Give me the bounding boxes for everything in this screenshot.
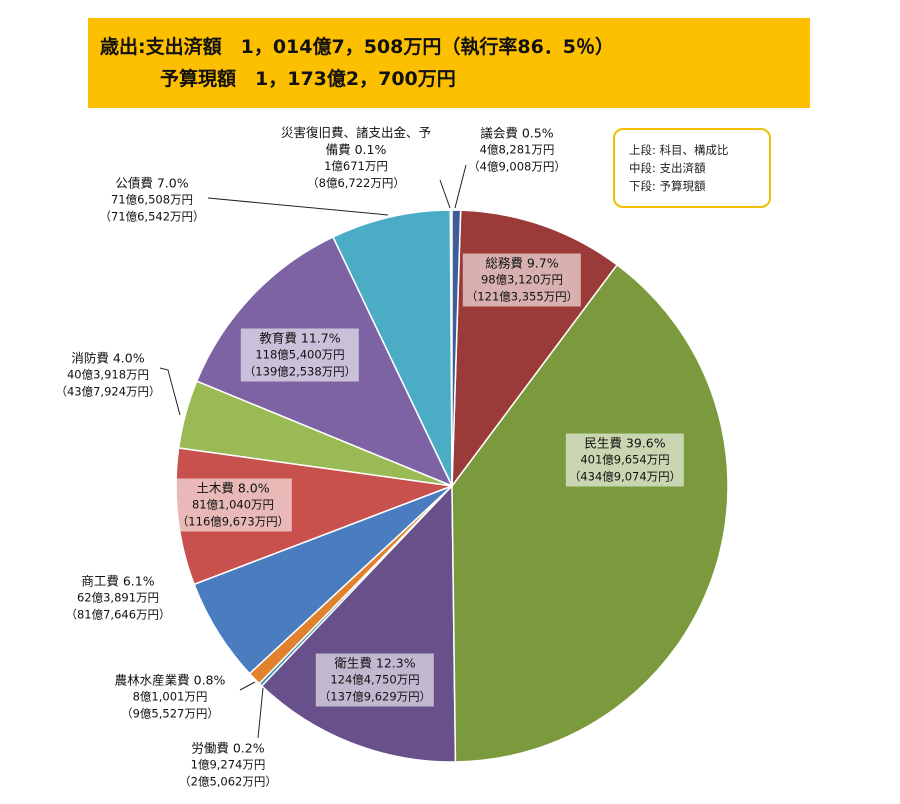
value-label: 7.0% xyxy=(156,175,189,191)
budget-label: （121億3,355万円） xyxy=(465,289,579,304)
value-label: 8.0% xyxy=(237,480,270,496)
data-label: 労働費 0.2% 1億9,274万円 （2億5,062万円） xyxy=(179,740,277,791)
data-label: 総務費 9.7% 98億3,120万円 （121億3,355万円） xyxy=(462,253,582,307)
data-label: 商工費 6.1% 62億3,891万円 （81億7,646万円） xyxy=(65,573,170,624)
label-head: 商工費 6.1% xyxy=(65,573,170,590)
amount-label: 98億3,120万円 xyxy=(480,272,564,287)
value-label: 0.8% xyxy=(193,672,226,688)
budget-label: （9億5,527万円） xyxy=(121,706,219,721)
category-name: 土木費 xyxy=(196,480,234,496)
amount-label: 1億9,274万円 xyxy=(190,757,266,772)
label-head: 衛生費 12.3% xyxy=(319,655,431,672)
pie-slice xyxy=(451,263,729,763)
budget-label: （2億5,062万円） xyxy=(179,774,277,789)
label-head: 災害復旧費、諸支出金、予備費 0.1% xyxy=(281,124,431,158)
category-name: 公債費 xyxy=(115,175,153,191)
category-name: 総務費 xyxy=(485,255,523,271)
data-label: 消防費 4.0% 40億3,918万円 （43億7,924万円） xyxy=(55,350,160,401)
category-name: 消防費 xyxy=(71,350,109,366)
value-label: 4.0% xyxy=(112,350,145,366)
data-label: 議会費 0.5% 4億8,281万円 （4億9,008万円） xyxy=(468,125,566,176)
label-head: 民生費 39.6% xyxy=(569,435,681,452)
category-name: 議会費 xyxy=(480,125,518,141)
amount-label: 4億8,281万円 xyxy=(479,142,555,157)
amount-label: 118億5,400万円 xyxy=(255,347,345,362)
budget-label: （434億9,074万円） xyxy=(568,469,682,484)
category-name: 災害復旧費、諸支出金、予備費 xyxy=(281,125,432,157)
category-name: 商工費 xyxy=(81,573,119,589)
pie-slice xyxy=(451,209,462,487)
data-label: 農林水産業費 0.8% 8億1,001万円 （9億5,527万円） xyxy=(115,672,226,723)
value-label: 9.7% xyxy=(526,255,559,271)
amount-label: 81億1,040万円 xyxy=(191,497,275,512)
label-head: 議会費 0.5% xyxy=(468,125,566,142)
amount-label: 62億3,891万円 xyxy=(76,590,160,605)
category-name: 教育費 xyxy=(259,330,297,346)
data-label: 衛生費 12.3% 124億4,750万円 （137億9,629万円） xyxy=(315,653,435,707)
value-label: 12.3% xyxy=(375,655,416,671)
amount-label: 71億6,508万円 xyxy=(110,192,194,207)
legend-text: 上段: 科目、構成比 xyxy=(629,143,729,157)
leader-line xyxy=(239,681,256,691)
budget-label: （137億9,629万円） xyxy=(318,689,432,704)
label-head: 総務費 9.7% xyxy=(466,255,578,272)
category-name: 労働費 xyxy=(191,740,229,756)
amount-label: 40億3,918万円 xyxy=(66,367,150,382)
value-label: 0.5% xyxy=(521,125,554,141)
value-label: 0.1% xyxy=(354,142,387,157)
label-head: 公債費 7.0% xyxy=(99,175,204,192)
pie-slice xyxy=(331,209,453,487)
leader-line xyxy=(454,164,467,209)
budget-label: （8億6,722万円） xyxy=(307,176,405,190)
data-label: 土木費 8.0% 81億1,040万円 （116億9,673万円） xyxy=(173,478,293,532)
amount-label: 124億4,750万円 xyxy=(330,672,420,687)
category-name: 農林水産業費 xyxy=(114,672,190,688)
value-label: 0.2% xyxy=(232,740,265,756)
budget-label: （4億9,008万円） xyxy=(468,159,566,174)
amount-label: 1億671万円 xyxy=(324,159,388,173)
amount-label: 8億1,001万円 xyxy=(132,689,208,704)
value-label: 11.7% xyxy=(300,330,341,346)
label-head: 教育費 11.7% xyxy=(244,330,356,347)
budget-label: （71億6,542万円） xyxy=(99,209,205,224)
leader-line xyxy=(159,367,181,416)
value-label: 6.1% xyxy=(122,573,155,589)
header: 歳出:支出済額 1，014億7，508万円（執行率86．5％） 予算現額 1，1… xyxy=(88,18,810,108)
header-line: 歳出:支出済額 1，014億7，508万円（執行率86．5％） xyxy=(100,36,615,58)
header-line: 予算現額 1，173億2，700万円 xyxy=(160,68,456,90)
label-head: 消防費 4.0% xyxy=(55,350,160,367)
data-label: 災害復旧費、諸支出金、予備費 0.1% 1億671万円 （8億6,722万円） xyxy=(281,124,431,192)
data-label: 公債費 7.0% 71億6,508万円 （71億6,542万円） xyxy=(99,175,204,226)
value-label: 39.6% xyxy=(625,435,666,451)
category-name: 民生費 xyxy=(584,435,622,451)
amount-label: 401億9,654万円 xyxy=(580,452,670,467)
budget-label: （116億9,673万円） xyxy=(176,514,290,529)
data-label: 教育費 11.7% 118億5,400万円 （139億2,538万円） xyxy=(240,328,360,382)
legend-text: 下段: 予算現額 xyxy=(629,179,706,193)
label-head: 土木費 8.0% xyxy=(177,480,289,497)
category-name: 衛生費 xyxy=(334,655,372,671)
leader-line xyxy=(207,197,389,216)
budget-label: （139億2,538万円） xyxy=(243,364,357,379)
leader-line xyxy=(257,687,264,739)
leader-line xyxy=(439,179,451,209)
data-label: 民生費 39.6% 401億9,654万円 （434億9,074万円） xyxy=(565,433,685,487)
legend-note: 上段: 科目、構成比 中段: 支出済額 下段: 予算現額 xyxy=(613,128,771,208)
budget-label: （43億7,924万円） xyxy=(55,384,161,399)
legend-text: 中段: 支出済額 xyxy=(629,161,706,175)
budget-label: （81億7,646万円） xyxy=(65,607,171,622)
leader-lines xyxy=(159,164,467,739)
label-head: 農林水産業費 0.8% xyxy=(115,672,226,689)
label-head: 労働費 0.2% xyxy=(179,740,277,757)
